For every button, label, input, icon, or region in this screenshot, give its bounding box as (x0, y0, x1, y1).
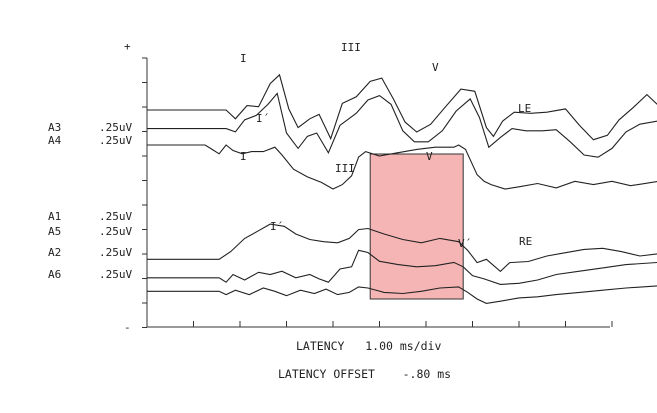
trace-a5 (147, 223, 657, 273)
x-axis-label: LATENCY 1.00 ms/div (296, 339, 441, 353)
peak-label: I (240, 150, 247, 163)
channel-name: A2 (48, 246, 61, 259)
peak-label: V´ (458, 237, 471, 250)
peak-labels-lower: I I´ III V V´ RE (240, 150, 532, 250)
x-axis-ticks (146, 321, 613, 327)
trace-a6 (147, 285, 657, 304)
trace-a1 (147, 144, 657, 190)
channel-scale: .25uV (99, 121, 132, 134)
y-top-marker: + (124, 40, 131, 53)
trace-a2 (147, 249, 657, 285)
peak-labels-upper: I I´ III V LE (240, 41, 531, 125)
channel-name: A3 (48, 121, 61, 134)
peak-label: V (432, 61, 439, 74)
channel-name: A5 (48, 225, 61, 238)
peak-label: I´ (270, 220, 283, 233)
channel-labels: A3 .25uV A4 .25uV A1 .25uV A5 .25uV A2 .… (48, 121, 132, 281)
highlight-region (369, 153, 464, 300)
peak-label: I´ (256, 112, 269, 125)
trace-a3 (147, 73, 657, 141)
channel-scale: .25uV (99, 246, 132, 259)
channel-scale: .25uV (99, 268, 132, 281)
channel-scale: .25uV (99, 225, 132, 238)
group-label-le: LE (518, 102, 531, 115)
channel-name: A6 (48, 268, 61, 281)
channel-name: A1 (48, 210, 61, 223)
channel-name: A4 (48, 134, 62, 147)
group-label-re: RE (519, 235, 532, 248)
latency-offset-label: LATENCY OFFSET -.80 ms (278, 367, 451, 381)
peak-label: V (426, 150, 433, 163)
channel-scale: .25uV (99, 134, 132, 147)
y-bottom-marker: - (124, 321, 131, 334)
peak-label: III (341, 41, 361, 54)
y-axis-ticks (142, 57, 147, 328)
trace-a4 (147, 92, 657, 158)
peak-label: I (240, 52, 247, 65)
peak-label: III (335, 162, 355, 175)
traces (147, 73, 657, 304)
channel-scale: .25uV (99, 210, 132, 223)
